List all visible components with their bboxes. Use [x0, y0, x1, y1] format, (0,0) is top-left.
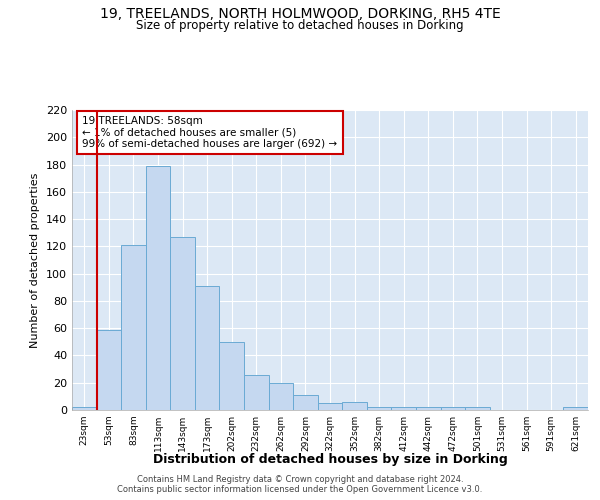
Bar — [121, 245, 146, 410]
Bar — [367, 408, 391, 410]
Bar — [97, 330, 121, 410]
Text: Distribution of detached houses by size in Dorking: Distribution of detached houses by size … — [152, 452, 508, 466]
Bar — [391, 408, 416, 410]
Text: Size of property relative to detached houses in Dorking: Size of property relative to detached ho… — [136, 19, 464, 32]
Bar — [170, 237, 195, 410]
Bar — [195, 286, 220, 410]
Bar — [244, 374, 269, 410]
Bar — [563, 408, 588, 410]
Y-axis label: Number of detached properties: Number of detached properties — [31, 172, 40, 348]
Text: 19 TREELANDS: 58sqm
← 1% of detached houses are smaller (5)
99% of semi-detached: 19 TREELANDS: 58sqm ← 1% of detached hou… — [82, 116, 337, 149]
Bar — [465, 408, 490, 410]
Bar — [72, 408, 97, 410]
Bar — [440, 408, 465, 410]
Bar — [342, 402, 367, 410]
Text: 19, TREELANDS, NORTH HOLMWOOD, DORKING, RH5 4TE: 19, TREELANDS, NORTH HOLMWOOD, DORKING, … — [100, 8, 500, 22]
Bar — [416, 408, 440, 410]
Bar — [146, 166, 170, 410]
Bar — [293, 395, 318, 410]
Bar — [220, 342, 244, 410]
Text: Contains HM Land Registry data © Crown copyright and database right 2024.
Contai: Contains HM Land Registry data © Crown c… — [118, 474, 482, 494]
Bar — [269, 382, 293, 410]
Bar — [318, 403, 342, 410]
